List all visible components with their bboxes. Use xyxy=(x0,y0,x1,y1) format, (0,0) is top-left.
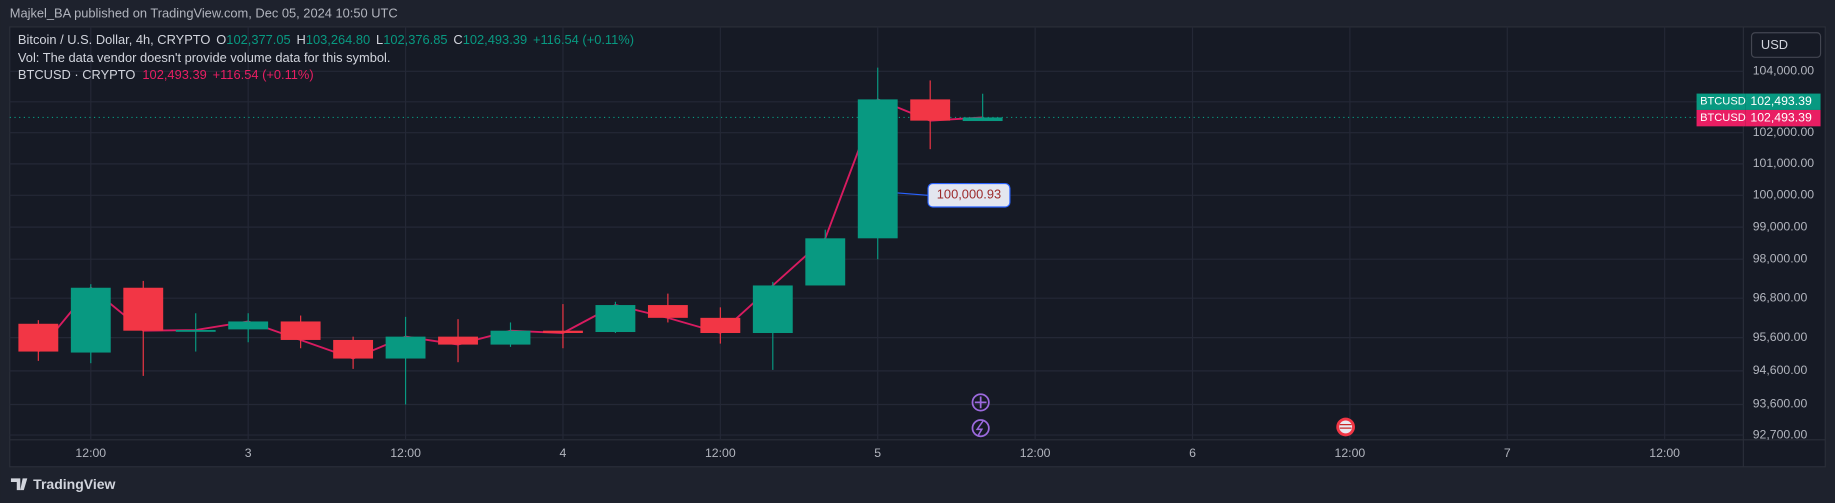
y-tick-label: 98,000.00 xyxy=(1753,251,1808,265)
candle-body xyxy=(123,287,164,331)
currency-button-label[interactable]: USD xyxy=(1761,37,1788,52)
x-tick-label: 5 xyxy=(874,446,881,460)
event-icon[interactable] xyxy=(971,393,990,412)
line-series-name: BTCUSD · CRYPTO xyxy=(18,67,135,82)
candle-body xyxy=(595,305,636,333)
ohlc-key: L xyxy=(376,32,383,47)
flag-icon xyxy=(1339,420,1353,434)
candle-body xyxy=(962,117,1003,122)
candle-body xyxy=(280,321,321,340)
legend-line: BTCUSD · CRYPTO 102,493.39 +116.54 (+0.11%… xyxy=(18,67,314,82)
candle-body xyxy=(228,321,269,330)
brand-logo xyxy=(10,478,28,491)
ohlc-value: 103,264.80 xyxy=(306,32,370,47)
candle-body xyxy=(647,305,688,318)
price-badge-value: 102,493.39 xyxy=(1750,94,1812,108)
x-tick-label: 12:00 xyxy=(390,446,421,460)
event-icon[interactable] xyxy=(971,419,990,438)
x-tick-label: 12:00 xyxy=(705,446,736,460)
symbol-title: Bitcoin / U.S. Dollar, 4h, CRYPTO xyxy=(18,32,211,47)
y-tick-label: 101,000.00 xyxy=(1753,156,1815,170)
grid xyxy=(9,26,1744,440)
candle-body xyxy=(752,285,793,334)
ohlc-key: C xyxy=(453,32,462,47)
candle-body xyxy=(333,339,374,359)
y-tick-label: 96,800.00 xyxy=(1753,290,1808,304)
y-tick-label: 102,000.00 xyxy=(1753,125,1815,139)
candle-body xyxy=(490,330,531,345)
y-tick-label: 95,600.00 xyxy=(1753,330,1808,344)
x-tick-label: 12:00 xyxy=(1649,446,1680,460)
candle-body xyxy=(910,99,951,121)
published-note: Majkel_BA published on TradingView.com, … xyxy=(10,5,398,20)
candle-body xyxy=(70,287,111,353)
plot: 100,000.93 xyxy=(9,67,1744,405)
y-tick-label: 99,000.00 xyxy=(1753,219,1808,233)
line-last-value: 102,493.39 xyxy=(142,67,206,82)
event-icons xyxy=(971,393,1355,438)
ohlc-key: O xyxy=(216,32,226,47)
candle-body xyxy=(18,323,59,352)
candle-body xyxy=(175,330,216,332)
ohlc-value: 102,376.85 xyxy=(383,32,447,47)
annotation-label: 100,000.93 xyxy=(937,187,1001,202)
x-tick-label: 3 xyxy=(245,446,252,460)
legend-main: Bitcoin / U.S. Dollar, 4h, CRYPTO O102,37… xyxy=(18,32,634,47)
y-tick-label: 92,700.00 xyxy=(1753,427,1808,441)
volume-note: Vol: The data vendor doesn't provide vol… xyxy=(18,50,391,65)
x-tick-label: 12:00 xyxy=(1335,446,1366,460)
change: +116.54 (+0.11%) xyxy=(533,32,634,47)
flag-stripes xyxy=(1339,424,1352,429)
ohlc-value: 102,377.05 xyxy=(226,32,290,47)
line-change: +116.54 (+0.11%) xyxy=(213,67,314,82)
candle-body xyxy=(700,317,741,334)
ohlc-key: H xyxy=(297,32,306,47)
x-tick-label: 7 xyxy=(1504,446,1511,460)
price-badge-bg xyxy=(1745,93,1821,110)
x-tick-label: 4 xyxy=(560,446,567,460)
brand-name: TradingView xyxy=(33,476,115,492)
candle-body xyxy=(805,238,846,286)
price-badge-bg xyxy=(1745,109,1821,127)
logo-mark xyxy=(10,478,28,491)
event-icon-glyph xyxy=(975,420,984,436)
y-tick-label: 94,600.00 xyxy=(1753,363,1808,377)
x-tick-label: 12:00 xyxy=(1020,446,1051,460)
chart-panel xyxy=(9,26,1826,468)
price-badge-name-bg xyxy=(1696,109,1746,127)
candle-body xyxy=(385,336,426,359)
y-tick-label: 104,000.00 xyxy=(1753,64,1815,78)
candle-body xyxy=(543,330,583,334)
currency-button[interactable] xyxy=(1750,32,1822,58)
y-tick-label: 100,000.00 xyxy=(1753,188,1815,202)
price-badge-name: BTCUSD xyxy=(1700,96,1746,108)
y-tick-label: 93,600.00 xyxy=(1753,397,1808,411)
price-badge-name-bg xyxy=(1696,93,1746,110)
annotation-box xyxy=(927,183,1011,208)
x-tick-label: 6 xyxy=(1189,446,1196,460)
ohlc-value: 102,493.39 xyxy=(463,32,527,47)
price-badge-value: 102,493.39 xyxy=(1750,110,1812,124)
candle-body xyxy=(438,336,478,345)
annotation-connector xyxy=(897,192,929,196)
x-tick-label: 12:00 xyxy=(75,446,106,460)
candle-body xyxy=(857,99,898,239)
event-icon-glyph xyxy=(974,396,987,409)
